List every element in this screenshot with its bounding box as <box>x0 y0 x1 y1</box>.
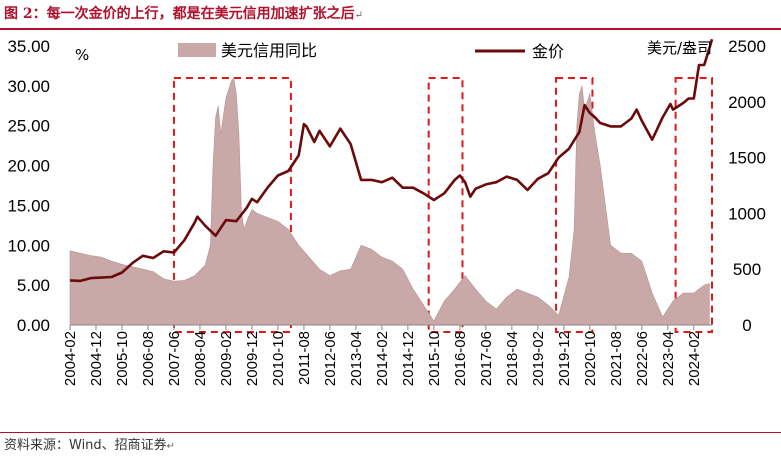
x-tick-label: 2014-02 <box>374 331 391 386</box>
gold-price-line <box>69 38 714 283</box>
x-tick-label: 2014-12 <box>400 331 417 386</box>
left-tick-label: 15.00 <box>7 196 50 215</box>
credit-growth-area <box>69 77 710 326</box>
left-tick-label: 20.00 <box>7 157 50 176</box>
title-rule <box>0 28 781 30</box>
gold-vs-credit-chart: 0.00 5.00 10.00 15.00 20.00 25.00 30.00 35.00 0 5… <box>7 37 766 386</box>
right-tick-label: 1500 <box>728 149 766 168</box>
x-tick-label: 2022-06 <box>634 331 651 386</box>
right-tick-label: 1000 <box>728 204 766 223</box>
x-tick-label: 2015-10 <box>426 331 443 386</box>
paragraph-mark-icon: ↵ <box>166 441 176 452</box>
x-tick-label: 2009-02 <box>218 331 235 386</box>
right-axis-unit: 美元/盎司 <box>647 39 712 57</box>
x-tick-label: 2007-06 <box>166 331 183 386</box>
x-tick-label: 2024-02 <box>686 331 703 386</box>
x-tick-label: 2005-10 <box>114 331 131 386</box>
x-tick-label: 2017-06 <box>478 331 495 386</box>
legend-label-credit: 美元信用同比 <box>221 41 317 60</box>
x-tick-label: 2012-06 <box>322 331 339 386</box>
left-tick-label: 30.00 <box>7 77 50 96</box>
paragraph-mark-icon: ↵ <box>354 10 364 21</box>
x-tick-label: 2004-12 <box>88 331 105 386</box>
left-tick-label: 0.00 <box>17 316 50 335</box>
x-tick-label: 2009-12 <box>244 331 261 386</box>
x-tick-label: 2011-08 <box>296 331 313 385</box>
x-tick-label: 2004-02 <box>62 331 79 386</box>
x-tick-label: 2008-04 <box>192 331 209 386</box>
x-tick-label: 2020-10 <box>582 331 599 386</box>
x-tick-label: 2019-02 <box>530 331 547 386</box>
legend-label-gold: 金价 <box>532 42 564 61</box>
x-tick-label: 2010-10 <box>270 331 287 386</box>
x-tick-label: 2023-04 <box>660 331 677 386</box>
highlight-period-box <box>674 77 713 333</box>
right-tick-label: 2500 <box>728 37 766 56</box>
figure-title: 图 2：每一次金价的上行，都是在美元信用加速扩张之后↵ <box>4 6 364 22</box>
x-tick-label: 2013-04 <box>348 331 365 386</box>
x-tick-label: 2016-08 <box>452 331 469 386</box>
right-tick-label: 2000 <box>728 93 766 112</box>
x-tick-label: 2018-04 <box>504 331 521 386</box>
highlight-period-box <box>555 77 594 333</box>
left-axis-unit: % <box>75 46 89 64</box>
footer-rule <box>0 432 781 433</box>
x-tick-label: 2021-08 <box>608 331 625 386</box>
left-tick-label: 25.00 <box>7 117 50 136</box>
legend-swatch-credit <box>178 43 216 57</box>
left-tick-label: 35.00 <box>7 37 50 56</box>
highlight-period-box <box>172 77 292 333</box>
x-tick-label: 2019-12 <box>556 331 573 386</box>
x-tick-label: 2006-08 <box>140 331 157 386</box>
highlight-period-box <box>427 77 464 333</box>
left-tick-label: 5.00 <box>17 276 50 295</box>
right-tick-label: 0 <box>742 316 751 335</box>
right-tick-label: 500 <box>733 260 761 279</box>
left-tick-label: 10.00 <box>7 236 50 255</box>
source-note: 资料来源：Wind、招商证券↵ <box>4 438 176 453</box>
